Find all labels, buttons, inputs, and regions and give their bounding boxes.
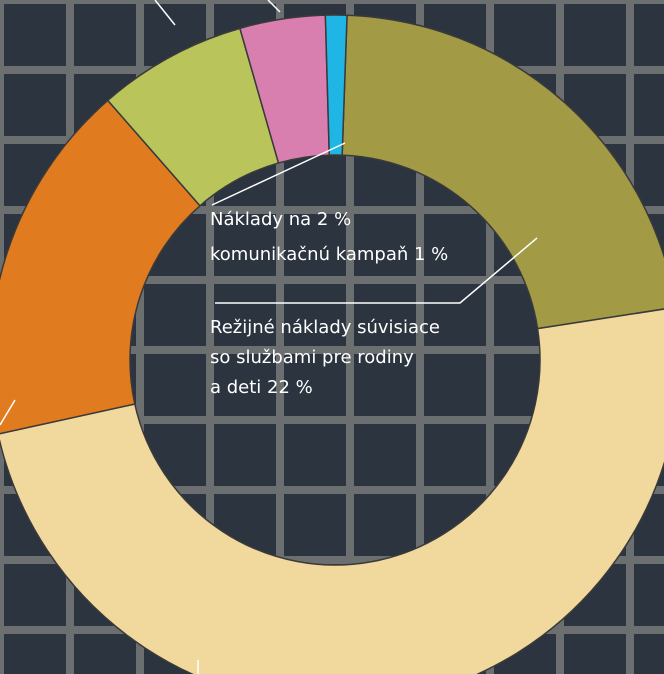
annotation: a deti 22 % [210, 377, 313, 398]
annotation: Režijné náklady súvisiace [210, 317, 440, 338]
annotation: komunikačnú kampaň 1 % [210, 244, 448, 265]
page: {"chart_data": {"type": "donut", "catego… [0, 0, 664, 674]
chart: Náklady na 2 % komunikačnú kampaň 1 % Re… [0, 0, 664, 674]
annotation: Náklady na 2 % [210, 209, 351, 230]
annotation: so službami pre rodiny [210, 347, 414, 368]
